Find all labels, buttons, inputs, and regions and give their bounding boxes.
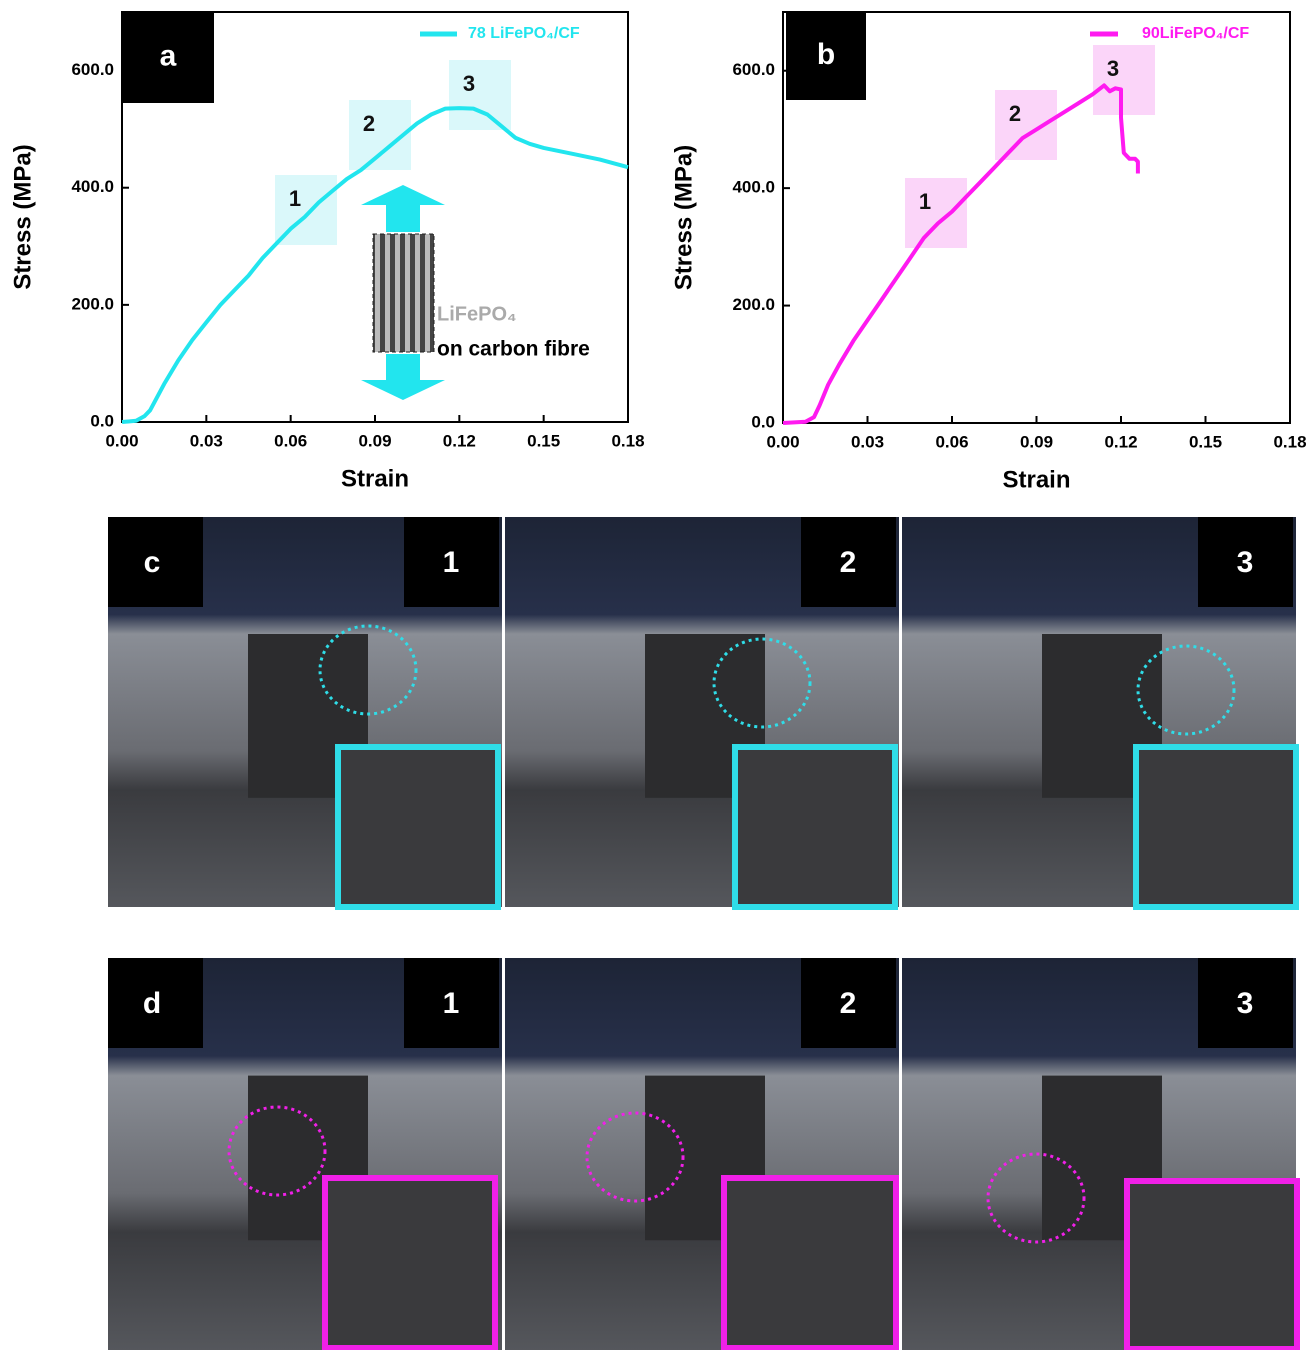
- frame-label: 1: [443, 987, 460, 1020]
- x-tick-label: 0.06: [935, 432, 968, 451]
- highlight-circle: [712, 637, 812, 729]
- x-tick-label: 0.00: [105, 431, 138, 450]
- zoom-inset: [1124, 1178, 1300, 1350]
- frame-label-box: [404, 517, 499, 607]
- frame-label: 1: [443, 546, 460, 579]
- highlight-circle: [227, 1105, 327, 1197]
- frame-label: 2: [840, 546, 857, 579]
- panel-label-box: [786, 12, 866, 100]
- annotation: 3: [463, 71, 475, 96]
- inset-text: on carbon fibre: [437, 338, 590, 361]
- annotation-box: [995, 90, 1057, 160]
- highlight-circle: [986, 1152, 1086, 1244]
- line-series: [782, 83, 1140, 425]
- y-axis-title: Stress (MPa): [9, 144, 36, 289]
- y-tick-label: 600.0: [732, 60, 775, 79]
- frame-label: 3: [1237, 987, 1254, 1020]
- panel-label-box: [108, 958, 203, 1048]
- frame-label-box: [801, 517, 896, 607]
- x-tick-label: 0.12: [443, 431, 476, 450]
- y-tick-label: 400.0: [732, 178, 775, 197]
- annotation: 2: [363, 111, 375, 136]
- y-axis-title: Stress (MPa): [670, 145, 697, 290]
- x-tick-label: 0.09: [358, 431, 391, 450]
- frame-label: 3: [1237, 546, 1254, 579]
- panel-label-box: [108, 517, 203, 607]
- zoom-inset: [732, 744, 898, 910]
- annotation-box: [905, 178, 967, 248]
- legend-label: 78 LiFePO₄/CF: [468, 25, 580, 42]
- highlight-circle: [585, 1111, 685, 1203]
- y-tick-label: 0.0: [90, 411, 114, 430]
- annotation: 1: [289, 186, 301, 211]
- x-tick-label: 0.18: [1273, 432, 1306, 451]
- x-tick-label: 0.18: [611, 431, 644, 450]
- zoom-inset: [335, 744, 501, 910]
- highlight-circle: [318, 624, 418, 716]
- x-tick-label: 0.15: [1189, 432, 1222, 451]
- frame-label-box: [1198, 958, 1293, 1048]
- panel-label: a: [160, 39, 177, 72]
- panel-label: b: [817, 38, 835, 71]
- x-axis-title: Strain: [1002, 466, 1070, 493]
- x-tick-label: 0.12: [1104, 432, 1137, 451]
- y-tick-label: 600.0: [71, 60, 114, 79]
- zoom-inset: [322, 1175, 498, 1350]
- x-tick-label: 0.03: [851, 432, 884, 451]
- panel-label: d: [143, 987, 161, 1020]
- x-tick-label: 0.06: [274, 431, 307, 450]
- legend-label: 90LiFePO₄/CF: [1142, 25, 1249, 42]
- annotation: 1: [919, 189, 931, 214]
- frame-label-box: [1198, 517, 1293, 607]
- y-tick-label: 200.0: [732, 295, 775, 314]
- frame-label-box: [801, 958, 896, 1048]
- x-tick-label: 0.15: [527, 431, 560, 450]
- annotation-box: [1093, 45, 1155, 115]
- panel-label-box: [122, 12, 214, 103]
- zoom-inset: [1133, 744, 1299, 910]
- arrow: [361, 354, 445, 400]
- panel-label: c: [144, 546, 161, 579]
- frame-label-box: [404, 958, 499, 1048]
- x-tick-label: 0.09: [1020, 432, 1053, 451]
- annotation-box: [449, 60, 511, 130]
- y-tick-label: 200.0: [71, 294, 114, 313]
- frame-label: 2: [840, 987, 857, 1020]
- inset-text: LiFePO₄: [437, 303, 517, 325]
- y-tick-label: 400.0: [71, 177, 114, 196]
- arrow: [361, 185, 445, 232]
- highlight-circle: [1136, 644, 1236, 736]
- line-series: [121, 106, 629, 424]
- fibre: [372, 233, 435, 353]
- x-tick-label: 0.00: [766, 432, 799, 451]
- annotation: 3: [1107, 56, 1119, 81]
- x-axis-title: Strain: [341, 465, 409, 492]
- y-tick-label: 0.0: [751, 412, 775, 431]
- x-tick-label: 0.03: [190, 431, 223, 450]
- zoom-inset: [721, 1175, 899, 1350]
- annotation: 2: [1009, 101, 1021, 126]
